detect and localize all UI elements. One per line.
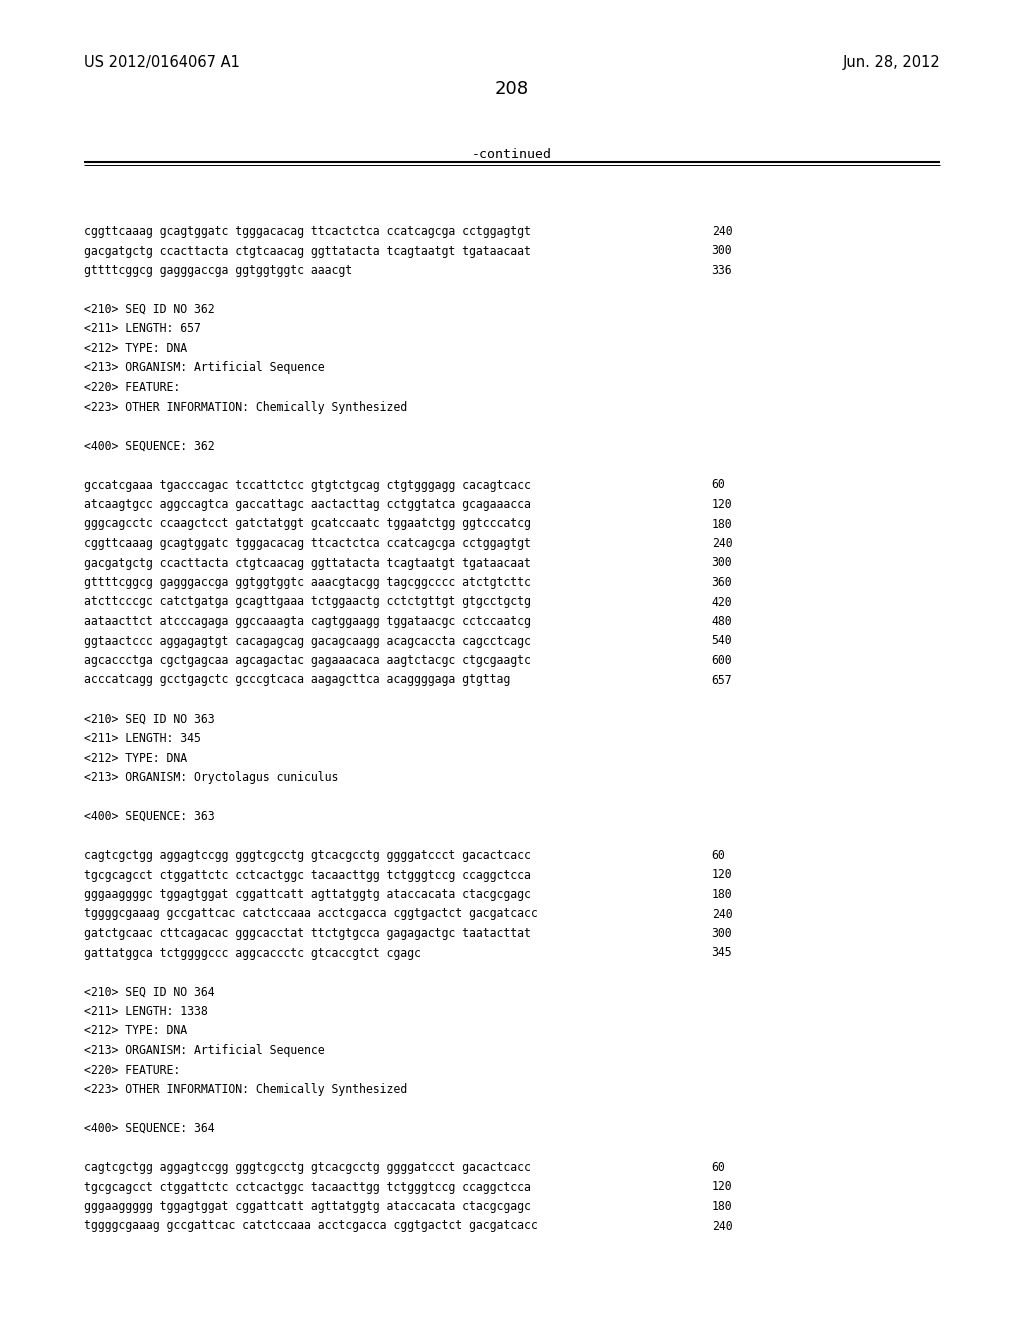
- Text: <400> SEQUENCE: 364: <400> SEQUENCE: 364: [84, 1122, 215, 1135]
- Text: 60: 60: [712, 479, 725, 491]
- Text: <210> SEQ ID NO 362: <210> SEQ ID NO 362: [84, 304, 215, 315]
- Text: cagtcgctgg aggagtccgg gggtcgcctg gtcacgcctg ggggatccct gacactcacc: cagtcgctgg aggagtccgg gggtcgcctg gtcacgc…: [84, 849, 530, 862]
- Text: gggcagcctc ccaagctcct gatctatggt gcatccaatc tggaatctgg ggtcccatcg: gggcagcctc ccaagctcct gatctatggt gcatcca…: [84, 517, 530, 531]
- Text: gacgatgctg ccacttacta ctgtcaacag ggttatacta tcagtaatgt tgataacaat: gacgatgctg ccacttacta ctgtcaacag ggttata…: [84, 244, 530, 257]
- Text: tggggcgaaag gccgattcac catctccaaa acctcgacca cggtgactct gacgatcacc: tggggcgaaag gccgattcac catctccaaa acctcg…: [84, 908, 538, 920]
- Text: cagtcgctgg aggagtccgg gggtcgcctg gtcacgcctg ggggatccct gacactcacc: cagtcgctgg aggagtccgg gggtcgcctg gtcacgc…: [84, 1162, 530, 1173]
- Text: <220> FEATURE:: <220> FEATURE:: [84, 381, 180, 393]
- Text: 540: 540: [712, 635, 732, 648]
- Text: gggaaggggc tggagtggat cggattcatt agttatggtg ataccacata ctacgcgagc: gggaaggggc tggagtggat cggattcatt agttatg…: [84, 888, 530, 902]
- Text: <212> TYPE: DNA: <212> TYPE: DNA: [84, 342, 187, 355]
- Text: tggggcgaaag gccgattcac catctccaaa acctcgacca cggtgactct gacgatcacc: tggggcgaaag gccgattcac catctccaaa acctcg…: [84, 1220, 538, 1233]
- Text: US 2012/0164067 A1: US 2012/0164067 A1: [84, 55, 240, 70]
- Text: ggtaactccc aggagagtgt cacagagcag gacagcaagg acagcaccta cagcctcagc: ggtaactccc aggagagtgt cacagagcag gacagca…: [84, 635, 530, 648]
- Text: aataacttct atcccagaga ggccaaagta cagtggaagg tggataacgc cctccaatcg: aataacttct atcccagaga ggccaaagta cagtgga…: [84, 615, 530, 628]
- Text: gggaaggggg tggagtggat cggattcatt agttatggtg ataccacata ctacgcgagc: gggaaggggg tggagtggat cggattcatt agttatg…: [84, 1200, 530, 1213]
- Text: tgcgcagcct ctggattctc cctcactggc tacaacttgg tctgggtccg ccaggctcca: tgcgcagcct ctggattctc cctcactggc tacaact…: [84, 869, 530, 882]
- Text: 360: 360: [712, 576, 732, 589]
- Text: <400> SEQUENCE: 362: <400> SEQUENCE: 362: [84, 440, 215, 453]
- Text: 240: 240: [712, 537, 732, 550]
- Text: 480: 480: [712, 615, 732, 628]
- Text: 420: 420: [712, 595, 732, 609]
- Text: <211> LENGTH: 657: <211> LENGTH: 657: [84, 322, 201, 335]
- Text: acccatcagg gcctgagctc gcccgtcaca aagagcttca acaggggaga gtgttag: acccatcagg gcctgagctc gcccgtcaca aagagct…: [84, 673, 510, 686]
- Text: <210> SEQ ID NO 363: <210> SEQ ID NO 363: [84, 713, 215, 726]
- Text: 345: 345: [712, 946, 732, 960]
- Text: gatctgcaac cttcagacac gggcacctat ttctgtgcca gagagactgc taatacttat: gatctgcaac cttcagacac gggcacctat ttctgtg…: [84, 927, 530, 940]
- Text: gccatcgaaa tgacccagac tccattctcc gtgtctgcag ctgtgggagg cacagtcacc: gccatcgaaa tgacccagac tccattctcc gtgtctg…: [84, 479, 530, 491]
- Text: tgcgcagcct ctggattctc cctcactggc tacaacttgg tctgggtccg ccaggctcca: tgcgcagcct ctggattctc cctcactggc tacaact…: [84, 1180, 530, 1193]
- Text: 120: 120: [712, 869, 732, 882]
- Text: 336: 336: [712, 264, 732, 277]
- Text: <212> TYPE: DNA: <212> TYPE: DNA: [84, 751, 187, 764]
- Text: 208: 208: [495, 81, 529, 98]
- Text: gacgatgctg ccacttacta ctgtcaacag ggttatacta tcagtaatgt tgataacaat: gacgatgctg ccacttacta ctgtcaacag ggttata…: [84, 557, 530, 569]
- Text: cggttcaaag gcagtggatc tgggacacag ttcactctca ccatcagcga cctggagtgt: cggttcaaag gcagtggatc tgggacacag ttcactc…: [84, 224, 530, 238]
- Text: 120: 120: [712, 498, 732, 511]
- Text: cggttcaaag gcagtggatc tgggacacag ttcactctca ccatcagcga cctggagtgt: cggttcaaag gcagtggatc tgggacacag ttcactc…: [84, 537, 530, 550]
- Text: 300: 300: [712, 557, 732, 569]
- Text: <211> LENGTH: 345: <211> LENGTH: 345: [84, 733, 201, 744]
- Text: <212> TYPE: DNA: <212> TYPE: DNA: [84, 1024, 187, 1038]
- Text: 120: 120: [712, 1180, 732, 1193]
- Text: 60: 60: [712, 1162, 725, 1173]
- Text: 180: 180: [712, 517, 732, 531]
- Text: Jun. 28, 2012: Jun. 28, 2012: [843, 55, 940, 70]
- Text: 300: 300: [712, 244, 732, 257]
- Text: <213> ORGANISM: Artificial Sequence: <213> ORGANISM: Artificial Sequence: [84, 1044, 325, 1057]
- Text: agcaccctga cgctgagcaa agcagactac gagaaacaca aagtctacgc ctgcgaagtc: agcaccctga cgctgagcaa agcagactac gagaaac…: [84, 653, 530, 667]
- Text: <210> SEQ ID NO 364: <210> SEQ ID NO 364: [84, 986, 215, 998]
- Text: <400> SEQUENCE: 363: <400> SEQUENCE: 363: [84, 810, 215, 822]
- Text: gttttcggcg gagggaccga ggtggtggtc aaacgt: gttttcggcg gagggaccga ggtggtggtc aaacgt: [84, 264, 352, 277]
- Text: gttttcggcg gagggaccga ggtggtggtc aaacgtacgg tagcggcccc atctgtcttc: gttttcggcg gagggaccga ggtggtggtc aaacgta…: [84, 576, 530, 589]
- Text: 600: 600: [712, 653, 732, 667]
- Text: 180: 180: [712, 888, 732, 902]
- Text: <213> ORGANISM: Artificial Sequence: <213> ORGANISM: Artificial Sequence: [84, 362, 325, 375]
- Text: atcttcccgc catctgatga gcagttgaaa tctggaactg cctctgttgt gtgcctgctg: atcttcccgc catctgatga gcagttgaaa tctggaa…: [84, 595, 530, 609]
- Text: 657: 657: [712, 673, 732, 686]
- Text: 240: 240: [712, 1220, 732, 1233]
- Text: <220> FEATURE:: <220> FEATURE:: [84, 1064, 180, 1077]
- Text: atcaagtgcc aggccagtca gaccattagc aactacttag cctggtatca gcagaaacca: atcaagtgcc aggccagtca gaccattagc aactact…: [84, 498, 530, 511]
- Text: <223> OTHER INFORMATION: Chemically Synthesized: <223> OTHER INFORMATION: Chemically Synt…: [84, 1082, 408, 1096]
- Text: <211> LENGTH: 1338: <211> LENGTH: 1338: [84, 1005, 208, 1018]
- Text: 240: 240: [712, 908, 732, 920]
- Text: 300: 300: [712, 927, 732, 940]
- Text: <213> ORGANISM: Oryctolagus cuniculus: <213> ORGANISM: Oryctolagus cuniculus: [84, 771, 338, 784]
- Text: 180: 180: [712, 1200, 732, 1213]
- Text: gattatggca tctggggccc aggcaccctc gtcaccgtct cgagc: gattatggca tctggggccc aggcaccctc gtcaccg…: [84, 946, 421, 960]
- Text: 60: 60: [712, 849, 725, 862]
- Text: 240: 240: [712, 224, 732, 238]
- Text: <223> OTHER INFORMATION: Chemically Synthesized: <223> OTHER INFORMATION: Chemically Synt…: [84, 400, 408, 413]
- Text: -continued: -continued: [472, 148, 552, 161]
